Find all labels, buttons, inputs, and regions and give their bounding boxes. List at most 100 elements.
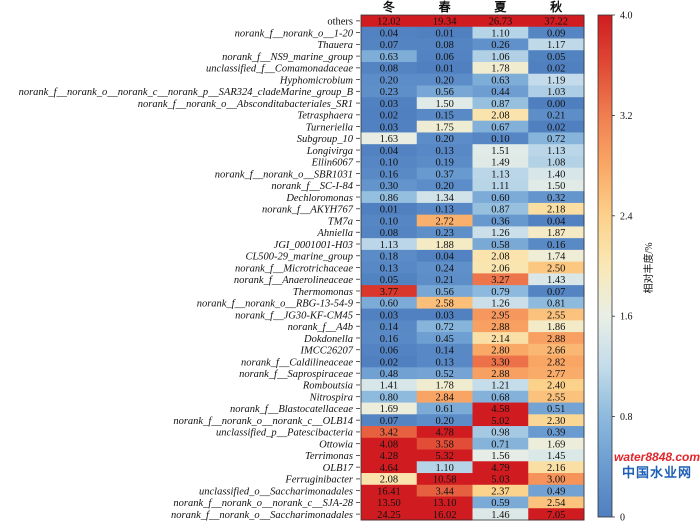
heatmap-cell (472, 414, 529, 427)
cell-value: 0.19 (435, 158, 453, 169)
heatmap-cell (361, 15, 418, 28)
cell-value: 1.08 (547, 158, 565, 169)
cell-value: 0.08 (380, 228, 398, 239)
heatmap-cell (361, 343, 418, 357)
heatmap-cell (528, 108, 585, 122)
cell-value: 1.17 (547, 40, 565, 51)
column-header: 夏 (494, 0, 507, 14)
cell-value: 5.03 (491, 475, 509, 486)
heatmap-cell (361, 50, 418, 63)
heatmap-cell (472, 449, 529, 462)
row-label: norank_f__norank_o__norank_c__OLB14 (173, 416, 353, 427)
row-label: norank_f__AKYH767 (262, 205, 354, 216)
heatmap-cell (361, 202, 418, 216)
row-label: Ahniella (316, 228, 353, 239)
cell-value: 2.88 (491, 369, 509, 380)
colorbar-tick-label: 4.0 (620, 11, 633, 22)
cell-value: 2.66 (547, 346, 565, 357)
heatmap-cell (416, 461, 473, 474)
cell-value: 1.63 (380, 134, 398, 145)
colorbar-tick-label: 0.8 (620, 412, 633, 423)
heatmap-cell (416, 214, 473, 227)
cell-value: 0.04 (380, 146, 399, 157)
cell-value: 4.64 (380, 463, 399, 474)
heatmap-cell (472, 249, 529, 263)
cell-value: 0.61 (435, 404, 453, 415)
cell-value: 0.26 (491, 40, 509, 51)
cell-value: 0.14 (380, 322, 399, 333)
row-label: norank_f__Caldilineaceae (241, 357, 353, 368)
heatmap-cell (361, 249, 418, 263)
cell-value: 2.16 (547, 463, 565, 474)
cell-value: 2.88 (547, 334, 565, 345)
cell-value: 0.13 (435, 357, 453, 368)
heatmap-cell (528, 261, 585, 274)
heatmap-cell (416, 50, 473, 63)
cell-value: 0.10 (491, 134, 509, 145)
cell-value: 0.03 (380, 310, 398, 321)
heatmap-cell (472, 191, 529, 204)
heatmap-cell (361, 379, 418, 392)
cell-value: 2.06 (491, 263, 509, 274)
cell-value: 0.60 (380, 299, 398, 310)
cell-value: 1.19 (547, 75, 565, 86)
cell-value: 1.49 (491, 158, 509, 169)
heatmap-cell (528, 214, 585, 227)
heatmap-cell (472, 367, 529, 380)
cell-value: 0.18 (380, 252, 398, 263)
row-label: norank_f__SC-I-84 (271, 181, 353, 192)
cell-value: 0.02 (547, 122, 565, 133)
cell-value: 2.80 (491, 346, 509, 357)
cell-value: 0.13 (380, 263, 398, 274)
heatmap-cell (528, 61, 585, 75)
cell-value: 0.16 (380, 169, 398, 180)
cell-value: 0.20 (435, 181, 453, 192)
cell-value: 37.22 (544, 17, 568, 28)
heatmap-cell (416, 308, 473, 321)
cell-value: 0.20 (380, 75, 398, 86)
heatmap-cell (416, 496, 473, 509)
heatmap-cell (361, 367, 418, 380)
heatmap-cell (416, 449, 473, 462)
heatmap-cell (528, 414, 585, 427)
heatmap-cell (472, 226, 529, 239)
heatmap-cell (416, 38, 473, 51)
colorbar-tick-label: 0 (620, 513, 625, 524)
heatmap-cell (528, 249, 585, 263)
cell-value: 0.56 (435, 287, 453, 298)
heatmap-cell (472, 355, 529, 368)
cell-value: 0.80 (380, 392, 398, 403)
row-label: norank_f__Blastocatellaceae (230, 404, 353, 415)
heatmap-cell (416, 61, 473, 75)
heatmap-cell (416, 202, 473, 216)
heatmap-cell (361, 38, 418, 51)
cell-value: 26.73 (489, 17, 513, 28)
cell-value: 0.02 (380, 357, 398, 368)
cell-value: 2.95 (491, 310, 509, 321)
cell-value: 7.05 (547, 510, 565, 521)
heatmap-cell (528, 390, 585, 404)
cell-value: 12.02 (377, 17, 401, 28)
heatmap-cell (528, 38, 585, 51)
heatmap-cell (528, 343, 585, 357)
cell-value: 0.68 (491, 392, 509, 403)
row-label: norank_f__norank_o__SBR1031 (215, 169, 353, 180)
cell-value: 0.20 (435, 134, 453, 145)
cell-value: 1.78 (435, 381, 453, 392)
heatmap-cell (528, 367, 585, 380)
cell-value: 0.20 (435, 416, 453, 427)
cell-value: 2.82 (547, 357, 565, 368)
heatmap-cell (416, 508, 473, 521)
heatmap-cell (361, 85, 418, 98)
heatmap-cell (472, 155, 529, 169)
heatmap-cell (361, 449, 418, 462)
cell-value: 0.03 (435, 310, 453, 321)
heatmap-cell (416, 226, 473, 239)
row-label: Dechloromonas (285, 193, 353, 204)
cell-value: 1.13 (380, 240, 398, 251)
row-label: CL500-29_marine_group (245, 252, 353, 263)
heatmap-cell (528, 97, 585, 110)
heatmap-cell (361, 214, 418, 227)
heatmap-cell (472, 273, 529, 286)
heatmap-cell (472, 85, 529, 98)
